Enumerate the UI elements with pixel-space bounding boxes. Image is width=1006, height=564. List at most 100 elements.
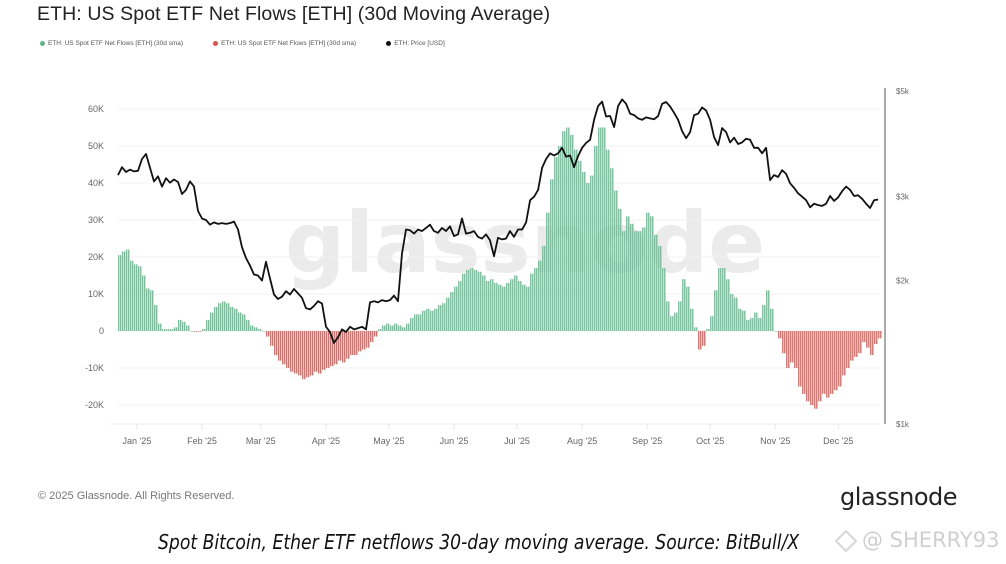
netflow-bar-negative xyxy=(800,331,802,387)
netflow-bar-positive xyxy=(532,273,534,331)
x-tick-label: Sep '25 xyxy=(632,436,662,446)
netflow-bar-positive xyxy=(576,149,578,331)
netflow-bar-positive xyxy=(572,134,574,331)
netflow-bar-positive xyxy=(534,268,536,331)
netflow-bar-positive xyxy=(234,308,236,331)
netflow-bar-negative xyxy=(778,331,780,339)
netflow-bar-positive xyxy=(246,319,248,331)
netflow-bar-negative xyxy=(826,331,828,398)
netflow-bar-positive xyxy=(498,284,500,331)
netflow-bar-positive xyxy=(546,212,548,331)
netflow-bar-negative xyxy=(848,331,850,368)
netflow-bar-negative xyxy=(820,331,822,402)
netflow-bar-positive xyxy=(580,160,582,331)
netflow-bar-negative xyxy=(834,331,836,391)
legend-item-netflow-positive[interactable]: ETH: US Spot ETF Net Flows [ETH] (30d sm… xyxy=(40,40,183,47)
netflow-bar-positive xyxy=(170,329,172,331)
netflow-bar-positive xyxy=(230,306,232,331)
netflow-bar-negative xyxy=(322,331,324,370)
netflow-bar-negative xyxy=(840,331,842,387)
netflow-bar-positive xyxy=(192,331,194,332)
netflow-bar-positive xyxy=(560,146,562,331)
netflow-bar-positive xyxy=(414,314,416,331)
netflow-bar-positive xyxy=(714,290,716,331)
netflow-bar-positive xyxy=(172,329,174,331)
netflow-bar-positive xyxy=(216,306,218,331)
netflow-bar-positive xyxy=(154,305,156,331)
netflow-bar-positive xyxy=(138,266,140,331)
netflow-bar-negative xyxy=(836,331,838,391)
legend-label: ETH: Price [USD] xyxy=(394,40,445,47)
netflow-bar-positive xyxy=(630,223,632,331)
netflow-bar-negative xyxy=(196,331,198,332)
netflow-bar-positive xyxy=(398,325,400,331)
netflow-bar-negative xyxy=(274,331,276,356)
netflow-bar-negative xyxy=(200,331,202,332)
netflow-bar-positive xyxy=(658,245,660,331)
y-right-tick-label: $2k xyxy=(896,277,910,286)
legend-dot-icon xyxy=(40,41,45,46)
netflow-bar-negative xyxy=(374,331,376,337)
netflow-bar-positive xyxy=(540,260,542,331)
netflow-bar-positive xyxy=(430,310,432,331)
netflow-bar-positive xyxy=(666,301,668,331)
netflow-bar-positive xyxy=(260,329,262,331)
y-left-tick-label: 10K xyxy=(88,289,104,299)
netflow-bar-positive xyxy=(126,249,128,331)
netflow-bar-positive xyxy=(118,255,120,331)
netflow-bar-negative xyxy=(808,331,810,402)
netflow-bar-negative xyxy=(286,331,288,368)
netflow-bar-positive xyxy=(468,269,470,331)
netflow-bar-positive xyxy=(730,294,732,331)
netflow-bar-positive xyxy=(244,314,246,331)
legend-item-price[interactable]: ETH: Price [USD] xyxy=(386,40,445,47)
netflow-bar-positive xyxy=(518,281,520,331)
netflow-bar-positive xyxy=(496,282,498,331)
netflow-bar-negative xyxy=(296,331,298,374)
netflow-bar-negative xyxy=(830,331,832,394)
netflow-bar-positive xyxy=(444,303,446,331)
netflow-bar-negative xyxy=(700,331,702,350)
y-left-tick-label: -20K xyxy=(85,400,104,410)
netflow-bar-positive xyxy=(422,310,424,331)
netflow-bar-positive xyxy=(720,268,722,331)
netflow-bar-positive xyxy=(470,268,472,331)
netflow-bar-positive xyxy=(182,321,184,331)
netflow-bar-negative xyxy=(360,331,362,352)
x-tick-label: Apr '25 xyxy=(312,436,340,446)
netflow-bar-positive xyxy=(588,183,590,331)
price-line xyxy=(117,98,879,344)
netflow-bar-positive xyxy=(252,325,254,331)
netflow-bar-positive xyxy=(122,251,124,331)
netflow-bar-positive xyxy=(490,279,492,331)
netflow-bar-positive xyxy=(774,331,776,332)
legend-item-netflow-negative[interactable]: ETH: US Spot ETF Net Flows [ETH] (30d sm… xyxy=(213,40,356,47)
netflow-bar-positive xyxy=(140,266,142,331)
y-axis-left: 60K 50K 40K 30K 20K 10K 0 -10K -20K xyxy=(85,104,104,410)
netflow-bar-positive xyxy=(124,251,126,331)
netflow-bar-positive xyxy=(434,308,436,331)
netflow-bar-positive xyxy=(510,279,512,331)
netflow-bar-negative xyxy=(270,331,272,346)
netflow-bar-negative xyxy=(832,331,834,394)
netflow-bar-negative xyxy=(302,331,304,380)
netflow-bar-negative xyxy=(268,331,270,337)
netflow-bar-positive xyxy=(424,310,426,331)
netflow-bar-positive xyxy=(592,175,594,331)
netflow-bar-negative xyxy=(814,331,816,409)
netflow-bar-negative xyxy=(824,331,826,394)
netflow-bar-positive xyxy=(208,319,210,331)
x-tick-label: Feb '25 xyxy=(187,436,217,446)
netflow-bar-positive xyxy=(578,160,580,331)
netflow-bar-positive xyxy=(426,308,428,331)
netflow-bar-negative xyxy=(844,331,846,376)
netflow-bar-positive xyxy=(148,288,150,331)
netflow-bar-positive xyxy=(644,227,646,331)
netflow-bar-negative xyxy=(376,331,378,337)
netflow-bar-negative xyxy=(290,331,292,372)
netflow-bar-negative xyxy=(266,331,268,337)
netflow-bar-negative xyxy=(344,331,346,363)
netflow-bar-positive xyxy=(224,301,226,331)
netflow-bar-positive xyxy=(642,227,644,331)
netflow-bar-negative xyxy=(312,331,314,376)
